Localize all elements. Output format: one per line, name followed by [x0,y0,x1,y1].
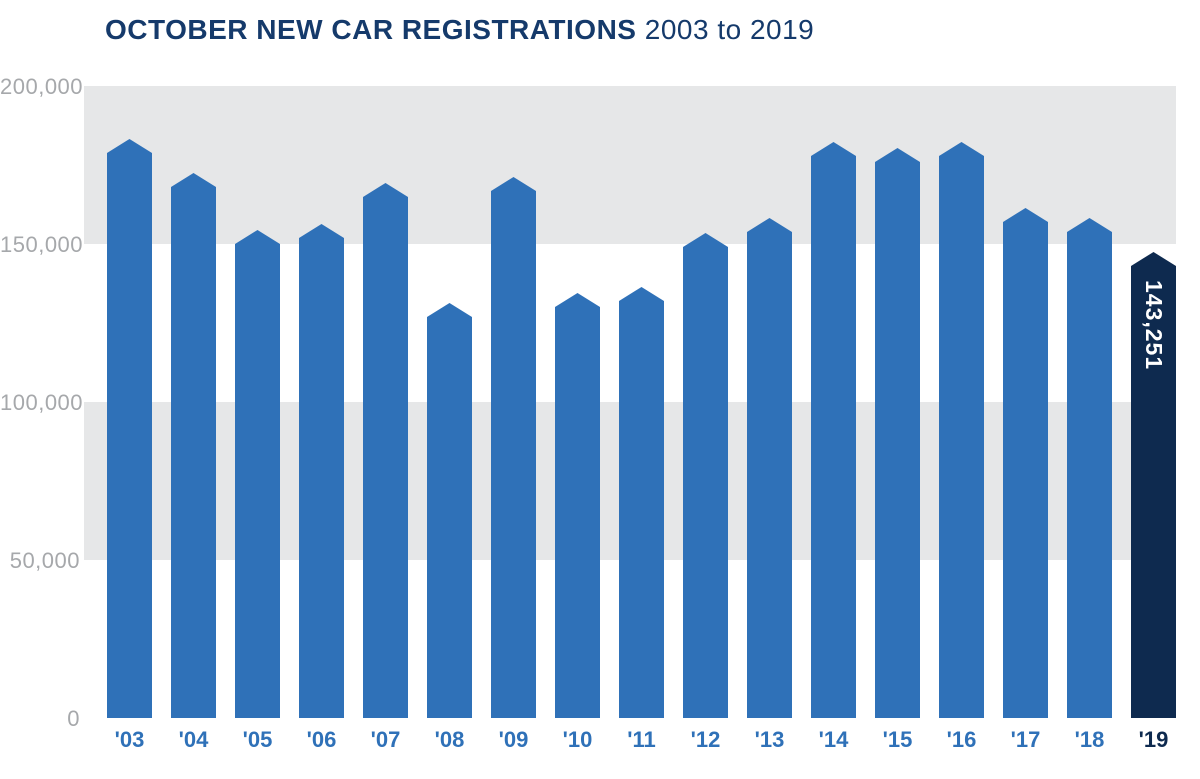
x-axis-label: '18 [1075,727,1105,753]
x-axis-label: '06 [307,727,337,753]
bar-12 [683,247,728,718]
bar-peak [619,287,664,301]
bar-peak [747,218,792,232]
bar-peak [1067,218,1112,232]
x-axis-label: '05 [243,727,273,753]
y-axis-label: 100,000 [0,390,80,416]
bar-16 [939,156,984,718]
x-axis-label: '04 [179,727,209,753]
chart-title-light: 2003 to 2019 [645,14,815,45]
x-axis-label: '16 [947,727,977,753]
bar-peak [555,293,600,307]
bar-07 [363,197,408,718]
bar-08 [427,317,472,718]
bar-peak [363,183,408,197]
bar-18 [1067,232,1112,718]
bar-peak [427,303,472,317]
bar-04 [171,187,216,718]
x-axis-label: '09 [499,727,529,753]
x-axis-label: '07 [371,727,401,753]
bar-peak [299,224,344,238]
x-axis-label: '19 [1139,727,1169,753]
bar-value-label: 143,251 [1140,280,1167,370]
y-axis-label: 150,000 [0,232,80,258]
bar-03 [107,153,152,718]
x-axis-label: '12 [691,727,721,753]
bar-peak [171,173,216,187]
bar-peak [1131,252,1176,266]
bar-peak [683,233,728,247]
bar-peak [1003,208,1048,222]
y-axis-label: 50,000 [0,548,80,574]
bar-05 [235,244,280,718]
bar-peak [491,177,536,191]
bar-09 [491,191,536,718]
x-axis-label: '14 [819,727,849,753]
x-axis-label: '17 [1011,727,1041,753]
x-axis-label: '11 [627,727,656,753]
bar-15 [875,162,920,718]
chart-stage: OCTOBER NEW CAR REGISTRATIONS 2003 to 20… [0,0,1200,779]
chart-title: OCTOBER NEW CAR REGISTRATIONS 2003 to 20… [105,14,814,46]
x-axis-label: '15 [883,727,913,753]
bar-06 [299,238,344,718]
bar-peak [875,148,920,162]
bar-peak [107,139,152,153]
bar-17 [1003,222,1048,718]
x-axis-label: '08 [435,727,465,753]
bar-14 [811,156,856,718]
bar-peak [811,142,856,156]
bar-11 [619,301,664,718]
chart-title-bold: OCTOBER NEW CAR REGISTRATIONS [105,14,636,45]
y-axis-label: 0 [0,706,80,732]
bar-10 [555,307,600,718]
plot-area [84,62,1176,718]
y-axis-label: 200,000 [0,74,80,100]
bar-peak [235,230,280,244]
bar-13 [747,232,792,718]
x-axis-label: '13 [755,727,785,753]
x-axis-label: '03 [115,727,145,753]
x-axis-label: '10 [563,727,593,753]
bar-peak [939,142,984,156]
